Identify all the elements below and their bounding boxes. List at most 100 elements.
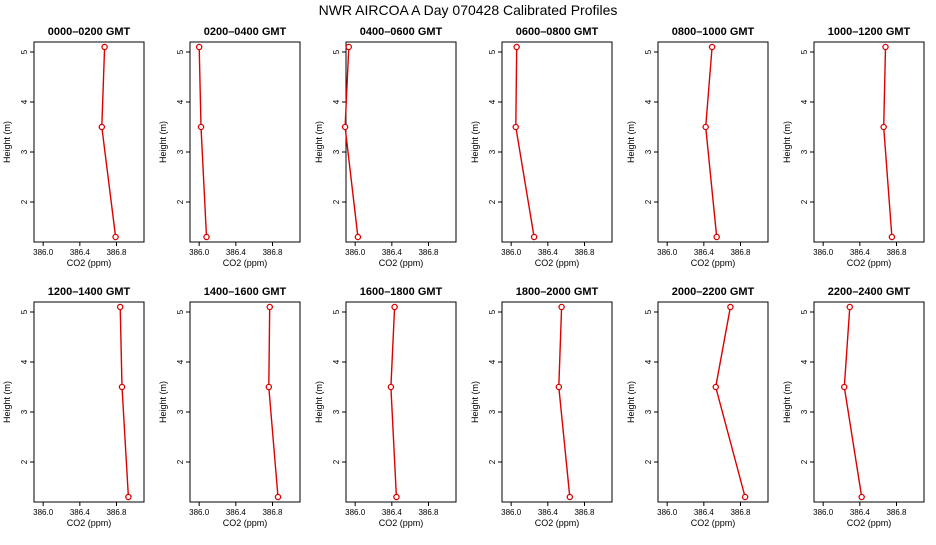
data-point [846,303,854,311]
x-tick-label: 386.0 [345,248,366,257]
y-tick-label: 4 [176,359,185,364]
y-axis-label: Height (m) [314,381,324,423]
x-tick-label: 386.4 [850,508,871,517]
x-axis-label: CO2 (ppm) [379,258,424,268]
x-tick-label: 386.4 [382,508,403,517]
y-tick-label: 5 [20,49,29,54]
x-tick-label: 386.0 [813,508,834,517]
y-tick-label: 3 [176,409,185,414]
y-axis-label: Height (m) [314,121,324,163]
data-point [387,383,395,391]
plot-frame [501,301,613,503]
y-axis-label: Height (m) [2,121,12,163]
y-axis-label: Height (m) [626,381,636,423]
profile-line [119,306,130,498]
data-point [888,233,896,241]
x-axis-label: CO2 (ppm) [223,518,268,528]
y-tick-label: 2 [20,199,29,204]
panel-title: 0400–0600 GMT [360,26,443,38]
profile-line [198,46,208,238]
data-point [713,233,720,241]
profile-line [843,306,863,498]
y-tick-label: 5 [176,309,185,314]
data-point [203,233,210,241]
profile-line [714,306,746,498]
x-axis-label: CO2 (ppm) [691,258,736,268]
y-tick-label: 2 [644,199,653,204]
x-tick-label: 386.8 [574,248,595,257]
x-tick-label: 386.8 [106,248,127,257]
x-tick-label: 386.8 [262,248,283,257]
panel-title: 2200–2400 GMT [828,286,911,298]
y-tick-label: 4 [488,99,497,104]
y-tick-label: 4 [644,359,653,364]
profile-line [704,46,718,238]
y-tick-label: 2 [332,199,341,204]
y-tick-label: 5 [644,309,653,314]
data-point [712,383,720,391]
x-tick-label: 386.8 [886,508,907,517]
plot-frame [189,301,301,503]
panel-title: 1800–2000 GMT [516,286,599,298]
profile-line [558,306,571,498]
x-tick-label: 386.0 [345,508,366,517]
x-axis-label: CO2 (ppm) [223,258,268,268]
plot-frame [657,301,769,503]
plot-frame [33,41,145,243]
plot-frame [33,301,145,503]
y-tick-label: 4 [176,99,185,104]
y-tick-label: 2 [176,459,185,464]
x-tick-label: 386.0 [657,508,678,517]
plot-frame [189,41,301,243]
plot-frame [813,41,925,243]
panel-title: 0600–0800 GMT [516,26,599,38]
x-tick-label: 386.4 [538,508,559,517]
x-tick-label: 386.8 [418,248,439,257]
x-tick-label: 386.0 [501,248,522,257]
data-point [266,303,273,311]
x-tick-label: 386.4 [226,248,247,257]
panel-title: 1400–1600 GMT [204,286,287,298]
y-tick-label: 4 [20,359,29,364]
x-tick-label: 386.0 [657,248,678,257]
y-tick-label: 2 [20,459,29,464]
y-tick-label: 3 [332,149,341,154]
y-tick-label: 3 [644,409,653,414]
profile-line [344,46,359,238]
data-point [558,303,565,311]
x-tick-label: 386.8 [262,508,283,517]
data-point [391,303,398,311]
data-point [708,43,716,51]
y-axis-label: Height (m) [782,381,792,423]
y-tick-label: 3 [800,409,809,414]
data-point [195,43,203,51]
data-point [530,233,538,241]
data-point [116,303,124,311]
data-point [841,383,848,391]
panel-title: 0800–1000 GMT [672,26,755,38]
y-tick-label: 4 [488,359,497,364]
y-tick-label: 5 [488,49,497,54]
x-tick-label: 386.4 [694,508,715,517]
data-point [341,123,349,131]
y-tick-label: 4 [332,359,341,364]
plot-frame [345,41,457,243]
x-tick-label: 386.4 [694,248,715,257]
data-point [512,123,520,131]
y-tick-label: 3 [332,409,341,414]
y-tick-label: 5 [800,309,809,314]
y-tick-label: 2 [488,199,497,204]
y-axis-label: Height (m) [470,121,480,163]
data-point [118,383,126,391]
